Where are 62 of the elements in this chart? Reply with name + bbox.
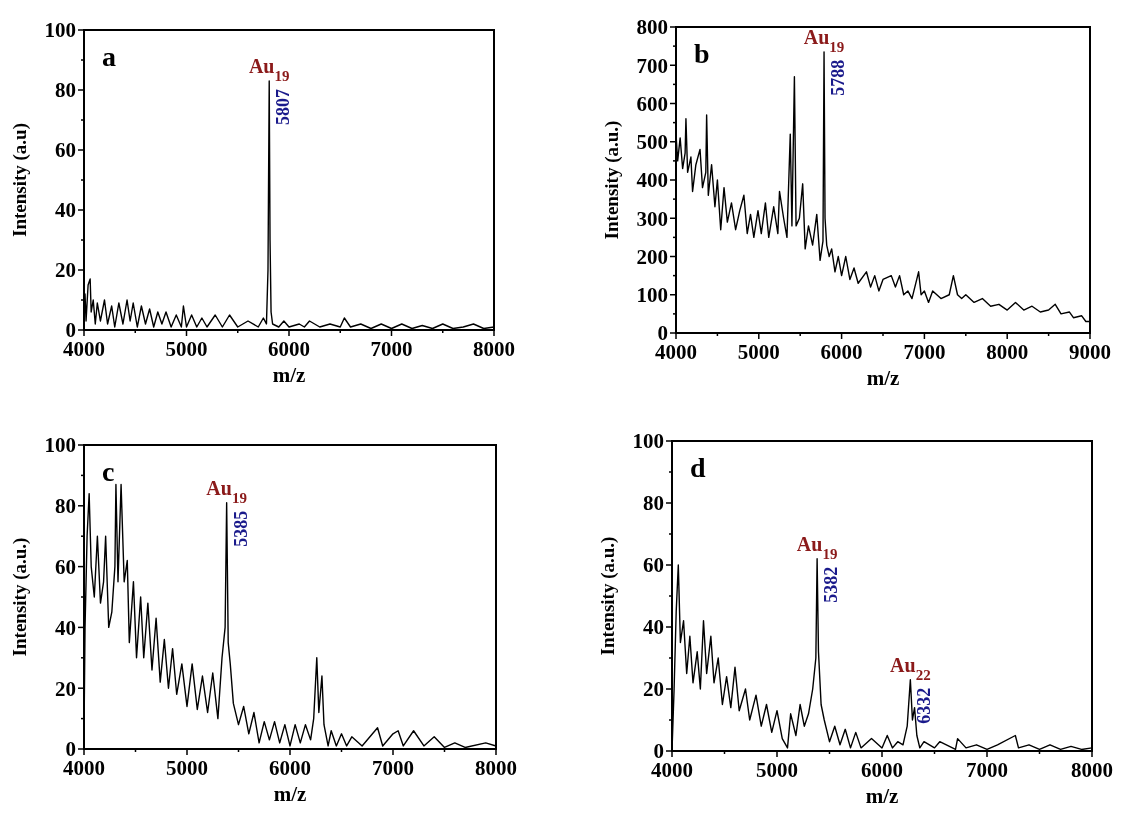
y-tick-label: 40 [643,615,664,640]
y-tick-label: 800 [636,15,668,40]
x-tick-label: 8000 [473,337,515,361]
y-tick-label: 500 [636,130,668,155]
y-tick-label: 60 [55,554,76,579]
annotation: 5382 [821,566,842,603]
y-tick-label: 60 [55,138,76,163]
x-axis-title: m/z [272,363,306,387]
y-tick-label: 600 [636,91,668,116]
annotation: Au$_{22}$ [890,653,931,683]
x-tick-label: 7000 [966,758,1008,782]
x-tick-label: 7000 [370,337,413,361]
y-tick-label: 20 [55,258,76,283]
x-tick-label: 5000 [756,758,798,782]
x-tick-label: 6000 [820,340,863,364]
x-tick-label: 7000 [372,756,414,780]
y-tick-label: 40 [55,198,76,223]
y-tick-label: 300 [636,206,668,231]
y-tick-label: 700 [636,53,668,78]
y-tick-label: 80 [55,494,76,519]
y-axis-title: Intensity (a.u) [9,122,31,238]
y-tick-label: 100 [44,433,76,458]
x-tick-label: 7000 [903,340,946,364]
annotation: 5807 [273,89,294,125]
y-tick-label: 20 [55,676,76,701]
y-tick-label: 60 [643,553,664,578]
y-tick-label: 40 [55,615,76,640]
y-tick-label: 20 [643,677,664,702]
x-tick-label: 8000 [475,756,517,780]
annotation: Au$_{19}$ [796,532,838,562]
x-tick-label: 6000 [269,756,311,780]
annotation: 6332 [914,687,935,724]
x-tick-label: 6000 [268,337,310,361]
x-tick-label: 8000 [986,340,1029,364]
x-axis-title: m/z [866,366,900,390]
annotation: Au$_{19}$ [803,25,845,55]
y-tick-label: 100 [632,429,664,454]
y-tick-label: 200 [636,244,668,269]
y-axis-title: Intensity (a.u.) [9,537,31,657]
x-tick-label: 6000 [861,758,903,782]
chart-title: b [694,38,710,69]
y-tick-label: 80 [643,491,664,516]
annotation: Au$_{19}$ [206,476,247,506]
chart-title: a [102,41,116,72]
y-tick-label: 80 [55,78,76,103]
x-tick-label: 5000 [737,340,780,364]
chart-title: d [690,452,706,483]
x-axis-title: m/z [865,784,899,808]
x-axis-title: m/z [273,782,307,806]
chart-title: c [102,456,115,487]
x-tick-label: 8000 [1071,758,1113,782]
y-axis-title: Intensity (a.u.) [597,536,619,656]
x-tick-label: 9000 [1069,340,1111,364]
annotation: Au$_{19}$ [248,55,290,84]
x-tick-label: 5000 [166,756,208,780]
annotation: 5385 [230,510,251,547]
x-tick-label: 5000 [165,337,208,361]
y-tick-label: 100 [44,18,76,43]
y-tick-label: 400 [636,168,668,193]
y-axis-title: Intensity (a.u.) [601,120,623,240]
annotation: 5788 [828,59,849,96]
y-tick-label: 100 [636,283,668,308]
